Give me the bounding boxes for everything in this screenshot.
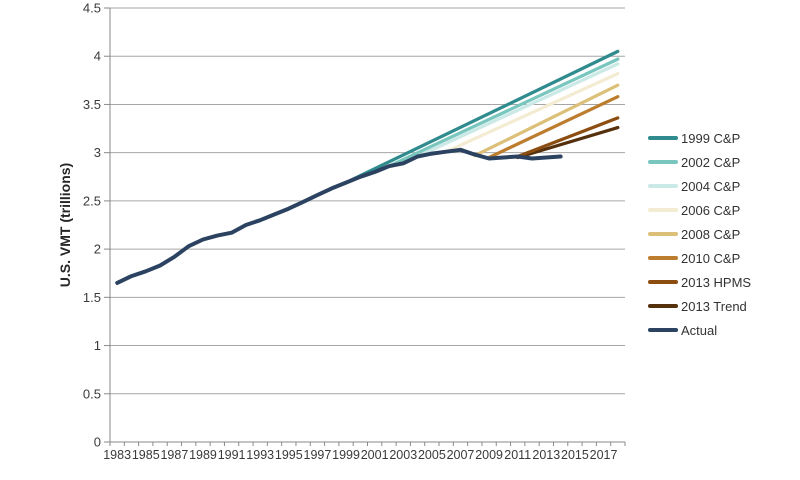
x-tick-label: 2005 — [418, 448, 446, 462]
legend-swatch — [648, 304, 678, 308]
x-tick-label: 2017 — [590, 448, 618, 462]
x-tick-label: 1995 — [275, 448, 303, 462]
x-tick-label: 1993 — [246, 448, 274, 462]
x-tick-label: 1989 — [189, 448, 217, 462]
x-tick-label: 1987 — [160, 448, 188, 462]
y-tick-label: 1.5 — [83, 290, 101, 305]
x-tick-label: 1983 — [103, 448, 131, 462]
legend-swatch — [648, 208, 678, 212]
legend-swatch — [648, 136, 678, 140]
series-line-2004-c-p — [415, 62, 620, 159]
legend-label: 2008 C&P — [681, 226, 741, 242]
legend-item-2010-c-p: 2010 C&P — [648, 246, 751, 270]
x-tick-label: 2013 — [532, 448, 560, 462]
y-tick-label: 2.5 — [83, 193, 101, 208]
legend-swatch — [648, 328, 678, 332]
legend-item-2002-c-p: 2002 C&P — [648, 150, 751, 174]
legend-label: 2002 C&P — [681, 154, 741, 170]
legend-label: 2010 C&P — [681, 250, 741, 266]
y-tick-label: 4 — [94, 49, 101, 64]
chart-legend: 1999 C&P 2002 C&P 2004 C&P 2006 C&P 2008 C&P… — [648, 126, 751, 342]
series-line-1999-c-p — [344, 49, 620, 185]
legend-item-2013-trend: 2013 Trend — [648, 294, 751, 318]
series-line-2013-hpms — [516, 116, 620, 159]
x-tick-label: 2003 — [389, 448, 417, 462]
y-tick-label: 3 — [94, 145, 101, 160]
y-tick-label: 3.5 — [83, 97, 101, 112]
axes — [104, 7, 626, 446]
y-tick-label: 4.5 — [83, 1, 101, 16]
legend-item-2006-c-p: 2006 C&P — [648, 198, 751, 222]
x-tick-label: 2001 — [361, 448, 389, 462]
legend-label: 1999 C&P — [681, 130, 741, 146]
y-axis-title: U.S. VMT (trillions) — [57, 163, 73, 287]
axis-labels: 0 0.5 1 1.5 2 2.5 3 3.5 4 4.5 1983 1985 1987 1989 1991… — [83, 1, 618, 463]
x-tick-label: 1997 — [304, 448, 332, 462]
series-line-2013-trend — [516, 125, 620, 160]
y-tick-label: 2 — [94, 242, 101, 257]
legend-swatch — [648, 256, 678, 260]
y-tick-label: 1 — [94, 338, 101, 353]
legend-label: 2004 C&P — [681, 178, 741, 194]
legend-item-2008-c-p: 2008 C&P — [648, 222, 751, 246]
x-tick-label: 1985 — [132, 448, 160, 462]
legend-item-2004-c-p: 2004 C&P — [648, 174, 751, 198]
series-line-actual — [115, 147, 563, 285]
x-tick-label: 2009 — [475, 448, 503, 462]
series-lines — [115, 49, 620, 285]
x-tick-label: 2015 — [561, 448, 589, 462]
x-tick-label: 2011 — [504, 448, 531, 462]
legend-item-actual: Actual — [648, 318, 751, 342]
x-tick-label: 1999 — [332, 448, 360, 462]
legend-swatch — [648, 280, 678, 284]
y-tick-label: 0 — [94, 435, 101, 450]
series-line-2002-c-p — [387, 57, 620, 168]
legend-swatch — [648, 184, 678, 188]
legend-swatch — [648, 232, 678, 236]
legend-label: Actual — [681, 322, 718, 338]
x-tick-label: 1991 — [218, 448, 246, 462]
gridlines — [110, 7, 625, 395]
legend-swatch — [648, 160, 678, 164]
legend-item-1999-c-p: 1999 C&P — [648, 126, 751, 150]
x-tick-label: 2007 — [447, 448, 475, 462]
legend-item-2013-hpms: 2013 HPMS — [648, 270, 751, 294]
legend-label: 2013 HPMS — [681, 274, 752, 290]
y-tick-label: 0.5 — [83, 386, 101, 401]
series-line-2006-c-p — [444, 71, 620, 154]
series-line-2010-c-p — [487, 95, 620, 160]
legend-label: 2006 C&P — [681, 202, 741, 218]
series-line-2008-c-p — [473, 83, 620, 158]
legend-label: 2013 Trend — [681, 298, 747, 314]
